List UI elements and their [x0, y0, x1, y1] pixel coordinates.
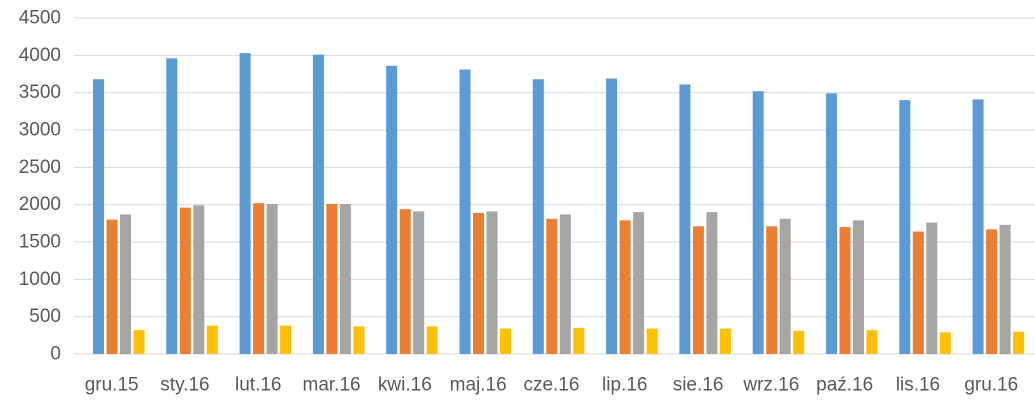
bar-series-1 [972, 99, 984, 355]
bar-series-4 [353, 326, 365, 354]
x-category-label: sty.16 [160, 375, 209, 396]
gridlines [74, 17, 1035, 355]
bar-series-1 [93, 79, 104, 354]
bar-series-4 [719, 328, 731, 354]
bar-series-2 [692, 226, 704, 354]
bar-series-2 [253, 203, 265, 354]
x-category-label: maj.16 [450, 375, 507, 396]
y-tick-label: 3500 [19, 82, 61, 103]
bar-series-3 [486, 211, 498, 354]
bar-series-2 [619, 220, 631, 354]
bar-series-4 [866, 330, 878, 354]
bar-series-4 [500, 328, 511, 354]
x-category-label: cze.16 [523, 375, 579, 396]
bar-series-1 [166, 58, 178, 354]
bar-series-1 [386, 65, 398, 354]
bar-series-4 [206, 325, 218, 354]
bar-series-3 [779, 218, 791, 354]
bar-series-4 [133, 330, 145, 354]
x-category-label: mar.16 [303, 375, 361, 396]
bar-series-4 [280, 325, 292, 354]
y-tick-label: 1000 [19, 269, 61, 290]
y-tick-label: 2500 [19, 157, 61, 178]
bar-series-4 [426, 326, 438, 354]
bar-series-4 [793, 330, 805, 354]
bar-series-3 [339, 203, 351, 354]
bar-series-2 [106, 219, 118, 354]
bar-series-1 [679, 84, 691, 354]
bar-series-1 [239, 53, 251, 355]
x-category-label: wrz.16 [742, 375, 799, 396]
y-tick-label: 1500 [19, 232, 61, 253]
bar-series-1 [826, 93, 837, 354]
x-category-label: paź.16 [816, 375, 873, 396]
y-tick-label: 3000 [19, 120, 61, 141]
bar-series-4 [646, 328, 658, 354]
bar-series-3 [999, 224, 1011, 354]
bar-series-1 [532, 79, 544, 354]
bar-series-3 [559, 214, 571, 354]
x-axis-category-labels: gru.15 sty.16 lut.16 mar.16 kwi.16 maj.16 cze.… [85, 375, 1018, 396]
bar-series-1 [459, 69, 471, 355]
bar-series-2 [399, 209, 411, 354]
bar-series-2 [766, 226, 778, 354]
bar-series-3 [926, 222, 938, 354]
bar-series-2 [326, 203, 338, 354]
x-category-label: lis.16 [896, 375, 940, 396]
x-category-label: kwi.16 [378, 375, 432, 396]
bar-series-4 [573, 327, 585, 354]
bar-series-3 [120, 214, 131, 354]
bar-series-3 [633, 212, 645, 354]
y-tick-label: 4500 [19, 8, 61, 29]
y-axis-tick-labels: 0 500 1000 1500 2000 2500 3000 3500 4000 4500 [19, 8, 61, 365]
x-category-label: gru.15 [85, 375, 139, 396]
bar-series-2 [912, 231, 924, 354]
x-category-label: lut.16 [235, 375, 281, 396]
y-tick-label: 500 [29, 306, 61, 327]
bar-series-1 [606, 78, 618, 354]
bar-series-3 [193, 205, 205, 354]
y-tick-label: 0 [50, 344, 61, 365]
bar-series-2 [839, 227, 851, 354]
bars [93, 53, 1025, 355]
bar-series-3 [853, 220, 864, 354]
bar-series-4 [939, 332, 951, 354]
bar-series-1 [899, 100, 911, 354]
bar-series-3 [266, 203, 278, 354]
y-tick-label: 2000 [19, 194, 61, 215]
bar-series-1 [752, 91, 764, 354]
bar-series-1 [312, 54, 324, 354]
bar-series-4 [1013, 331, 1025, 354]
x-category-label: lip.16 [602, 375, 647, 396]
bar-series-2 [179, 207, 191, 354]
bar-series-2 [473, 212, 484, 354]
bar-series-2 [546, 218, 558, 354]
bar-series-3 [706, 212, 718, 354]
x-category-label: gru.16 [964, 375, 1018, 396]
bar-series-2 [986, 229, 998, 354]
x-category-label: sie.16 [673, 375, 724, 396]
y-tick-label: 4000 [19, 45, 61, 66]
bar-series-3 [413, 211, 425, 354]
